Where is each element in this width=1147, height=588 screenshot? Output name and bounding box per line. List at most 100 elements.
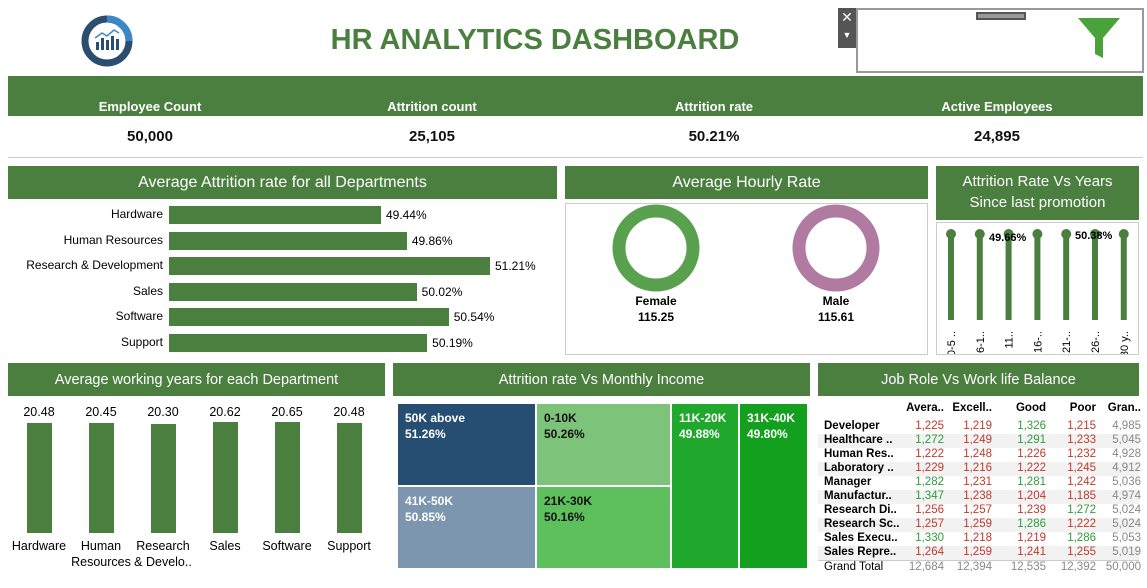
column-category-label: Support	[327, 539, 371, 553]
table-cell: 1,222	[1017, 462, 1046, 474]
lollipop-dot[interactable]	[1061, 229, 1072, 239]
table-row[interactable]: Sales Execu.. 1,330 1,218 1,219 1,286 5,053	[818, 532, 1141, 546]
treemap-cell-value: 49.80%	[747, 427, 788, 441]
table-cell: 1,245	[1067, 462, 1096, 474]
table-cell: 1,259	[963, 546, 992, 558]
lollipop-dot[interactable]	[974, 229, 985, 239]
table-row-label: Healthcare ..	[824, 434, 893, 446]
dept-attrition-chart: Hardware 49.44% Human Resources 49.86% Resea…	[8, 200, 557, 358]
lollipop-dot[interactable]	[946, 229, 956, 239]
income-treemap: 50K above 51.26% 0-10K 50.26% 11K-20K 49…	[397, 403, 808, 569]
bar[interactable]	[169, 282, 417, 301]
chevron-down-icon[interactable]: ▼	[842, 30, 852, 40]
bar[interactable]	[169, 308, 449, 326]
lollipop-dot[interactable]	[1032, 229, 1043, 239]
lollipop-category-label: 30 y..	[1119, 331, 1131, 354]
table-cell: 1,204	[1017, 490, 1046, 502]
page-title: HR ANALYTICS DASHBOARD	[330, 24, 740, 56]
table-cell: 1,231	[963, 476, 992, 488]
treemap-cell-label: 41K-50K	[405, 494, 454, 508]
treemap-cell-label: 21K-30K	[544, 494, 593, 508]
table-total-row: Grand Total 12,684 12,394 12,535 12,392 50,00…	[818, 560, 1141, 574]
table-column-header[interactable]: Poor	[1069, 402, 1096, 414]
column-value-label: 20.45	[85, 405, 117, 419]
table-column-header[interactable]: Avera..	[906, 402, 944, 414]
table-column-header[interactable]: Good	[1015, 402, 1046, 414]
male-value: 115.61	[817, 310, 855, 324]
dept-attrition-header: Average Attrition rate for all Departmen…	[8, 166, 557, 199]
promotion-title-line1: Attrition Rate Vs Years	[962, 173, 1113, 190]
bar[interactable]	[169, 257, 490, 275]
column-category-label: Software	[262, 539, 312, 553]
table-total-cell: 12,684	[908, 561, 944, 573]
column-value-label: 20.48	[333, 405, 365, 419]
table-cell: 1,219	[1017, 532, 1046, 544]
income-header: Attrition rate Vs Monthly Income	[393, 363, 810, 396]
bar-value-label: 49.86%	[411, 233, 453, 248]
table-cell: 4,928	[1112, 448, 1141, 460]
filter-icon[interactable]	[1078, 16, 1120, 60]
treemap-cell-41k-50k[interactable]: 41K-50K 50.85%	[397, 486, 536, 569]
table-row[interactable]: Sales Repre.. 1,264 1,259 1,241 1,255 5,019	[818, 546, 1141, 560]
close-icon[interactable]: ✕	[841, 9, 853, 25]
bar[interactable]	[169, 231, 407, 250]
column-bar[interactable]	[275, 422, 300, 533]
column-bar[interactable]	[89, 423, 114, 533]
table-row[interactable]: Research Di.. 1,256 1,257 1,239 1,272 5,024	[818, 504, 1141, 518]
lollipop-dot[interactable]	[1003, 229, 1014, 239]
table-row-label: Sales Execu..	[824, 532, 898, 544]
table-cell: 1,330	[915, 532, 944, 544]
table-row[interactable]: Manager 1,282 1,231 1,281 1,242 5,036	[818, 476, 1141, 490]
table-row-label: Manager	[824, 476, 872, 488]
lollipop-category-label: 16-..	[1032, 331, 1044, 353]
treemap-cell-21k-30k[interactable]: 21K-30K 50.16%	[536, 486, 671, 569]
lollipop-dot[interactable]	[1090, 229, 1100, 239]
treemap-cell-31k-40k[interactable]: 31K-40K 49.80%	[739, 403, 808, 569]
female-value: 115.25	[637, 310, 675, 324]
hourly-rate-header: Average Hourly Rate	[565, 166, 928, 199]
column-bar[interactable]	[337, 422, 362, 533]
table-cell: 1,286	[1017, 518, 1046, 530]
table-row-label: Research Sc..	[824, 518, 900, 530]
table-row[interactable]: Human Res.. 1,222 1,248 1,226 1,232 4,928	[818, 448, 1141, 462]
column-bar[interactable]	[151, 423, 176, 533]
treemap-cell-0-10k[interactable]: 0-10K 50.26%	[536, 403, 671, 486]
table-total-cell: 50,000	[1105, 561, 1141, 573]
promotion-header: Attrition Rate Vs Years Since last promo…	[936, 166, 1139, 220]
treemap-cell-50k-above[interactable]: 50K above 51.26%	[397, 403, 536, 486]
treemap-cell-value: 51.26%	[405, 427, 446, 441]
table-column-header[interactable]: Excell..	[952, 402, 992, 414]
table-column-header[interactable]: Gran..	[1107, 402, 1141, 414]
column-bar[interactable]	[27, 422, 52, 533]
table-cell: 1,219	[963, 420, 992, 432]
table-cell: 4,974	[1112, 490, 1141, 502]
lollipop-dot[interactable]	[1118, 229, 1129, 239]
column-bar[interactable]	[213, 422, 238, 533]
table-row[interactable]: Laboratory .. 1,229 1,216 1,222 1,245 4,912	[818, 462, 1141, 476]
lollipop-category-label: 26-..	[1090, 331, 1102, 353]
table-row[interactable]: Research Sc.. 1,257 1,259 1,286 1,222 5,024	[818, 518, 1141, 532]
table-cell: 1,222	[1067, 518, 1096, 530]
kpi-active-employees-value: 24,895	[974, 128, 1020, 145]
column-category-label: Human Resources	[71, 539, 131, 569]
male-label: Male	[822, 294, 850, 308]
treemap-cell-11k-20k[interactable]: 11K-20K 49.88%	[671, 403, 739, 569]
table-cell: 1,249	[963, 434, 992, 446]
kpi-attrition-count-value: 25,105	[409, 128, 455, 145]
kpi-attrition-count-label: Attrition count	[387, 99, 477, 114]
bar[interactable]	[169, 333, 428, 352]
drag-handle[interactable]	[976, 12, 1026, 20]
column-value-label: 20.62	[209, 405, 241, 419]
table-cell: 1,229	[915, 462, 944, 474]
bar[interactable]	[169, 206, 381, 224]
lollipop-value-label: 49.66%	[989, 232, 1027, 244]
slicer-panel[interactable]	[856, 8, 1144, 73]
table-row[interactable]: Manufactur.. 1,347 1,238 1,204 1,185 4,974	[818, 490, 1141, 504]
kpi-employee-count-value: 50,000	[127, 128, 173, 145]
table-cell: 4,985	[1112, 420, 1141, 432]
table-row[interactable]: Developer 1,225 1,219 1,326 1,215 4,985	[818, 420, 1141, 434]
table-total-cell: 12,535	[1010, 561, 1046, 573]
table-row[interactable]: Healthcare .. 1,272 1,249 1,291 1,233 5,045	[818, 434, 1141, 448]
jobrole-header: Job Role Vs Work life Balance	[818, 363, 1139, 396]
kpi-separator	[8, 157, 1143, 158]
